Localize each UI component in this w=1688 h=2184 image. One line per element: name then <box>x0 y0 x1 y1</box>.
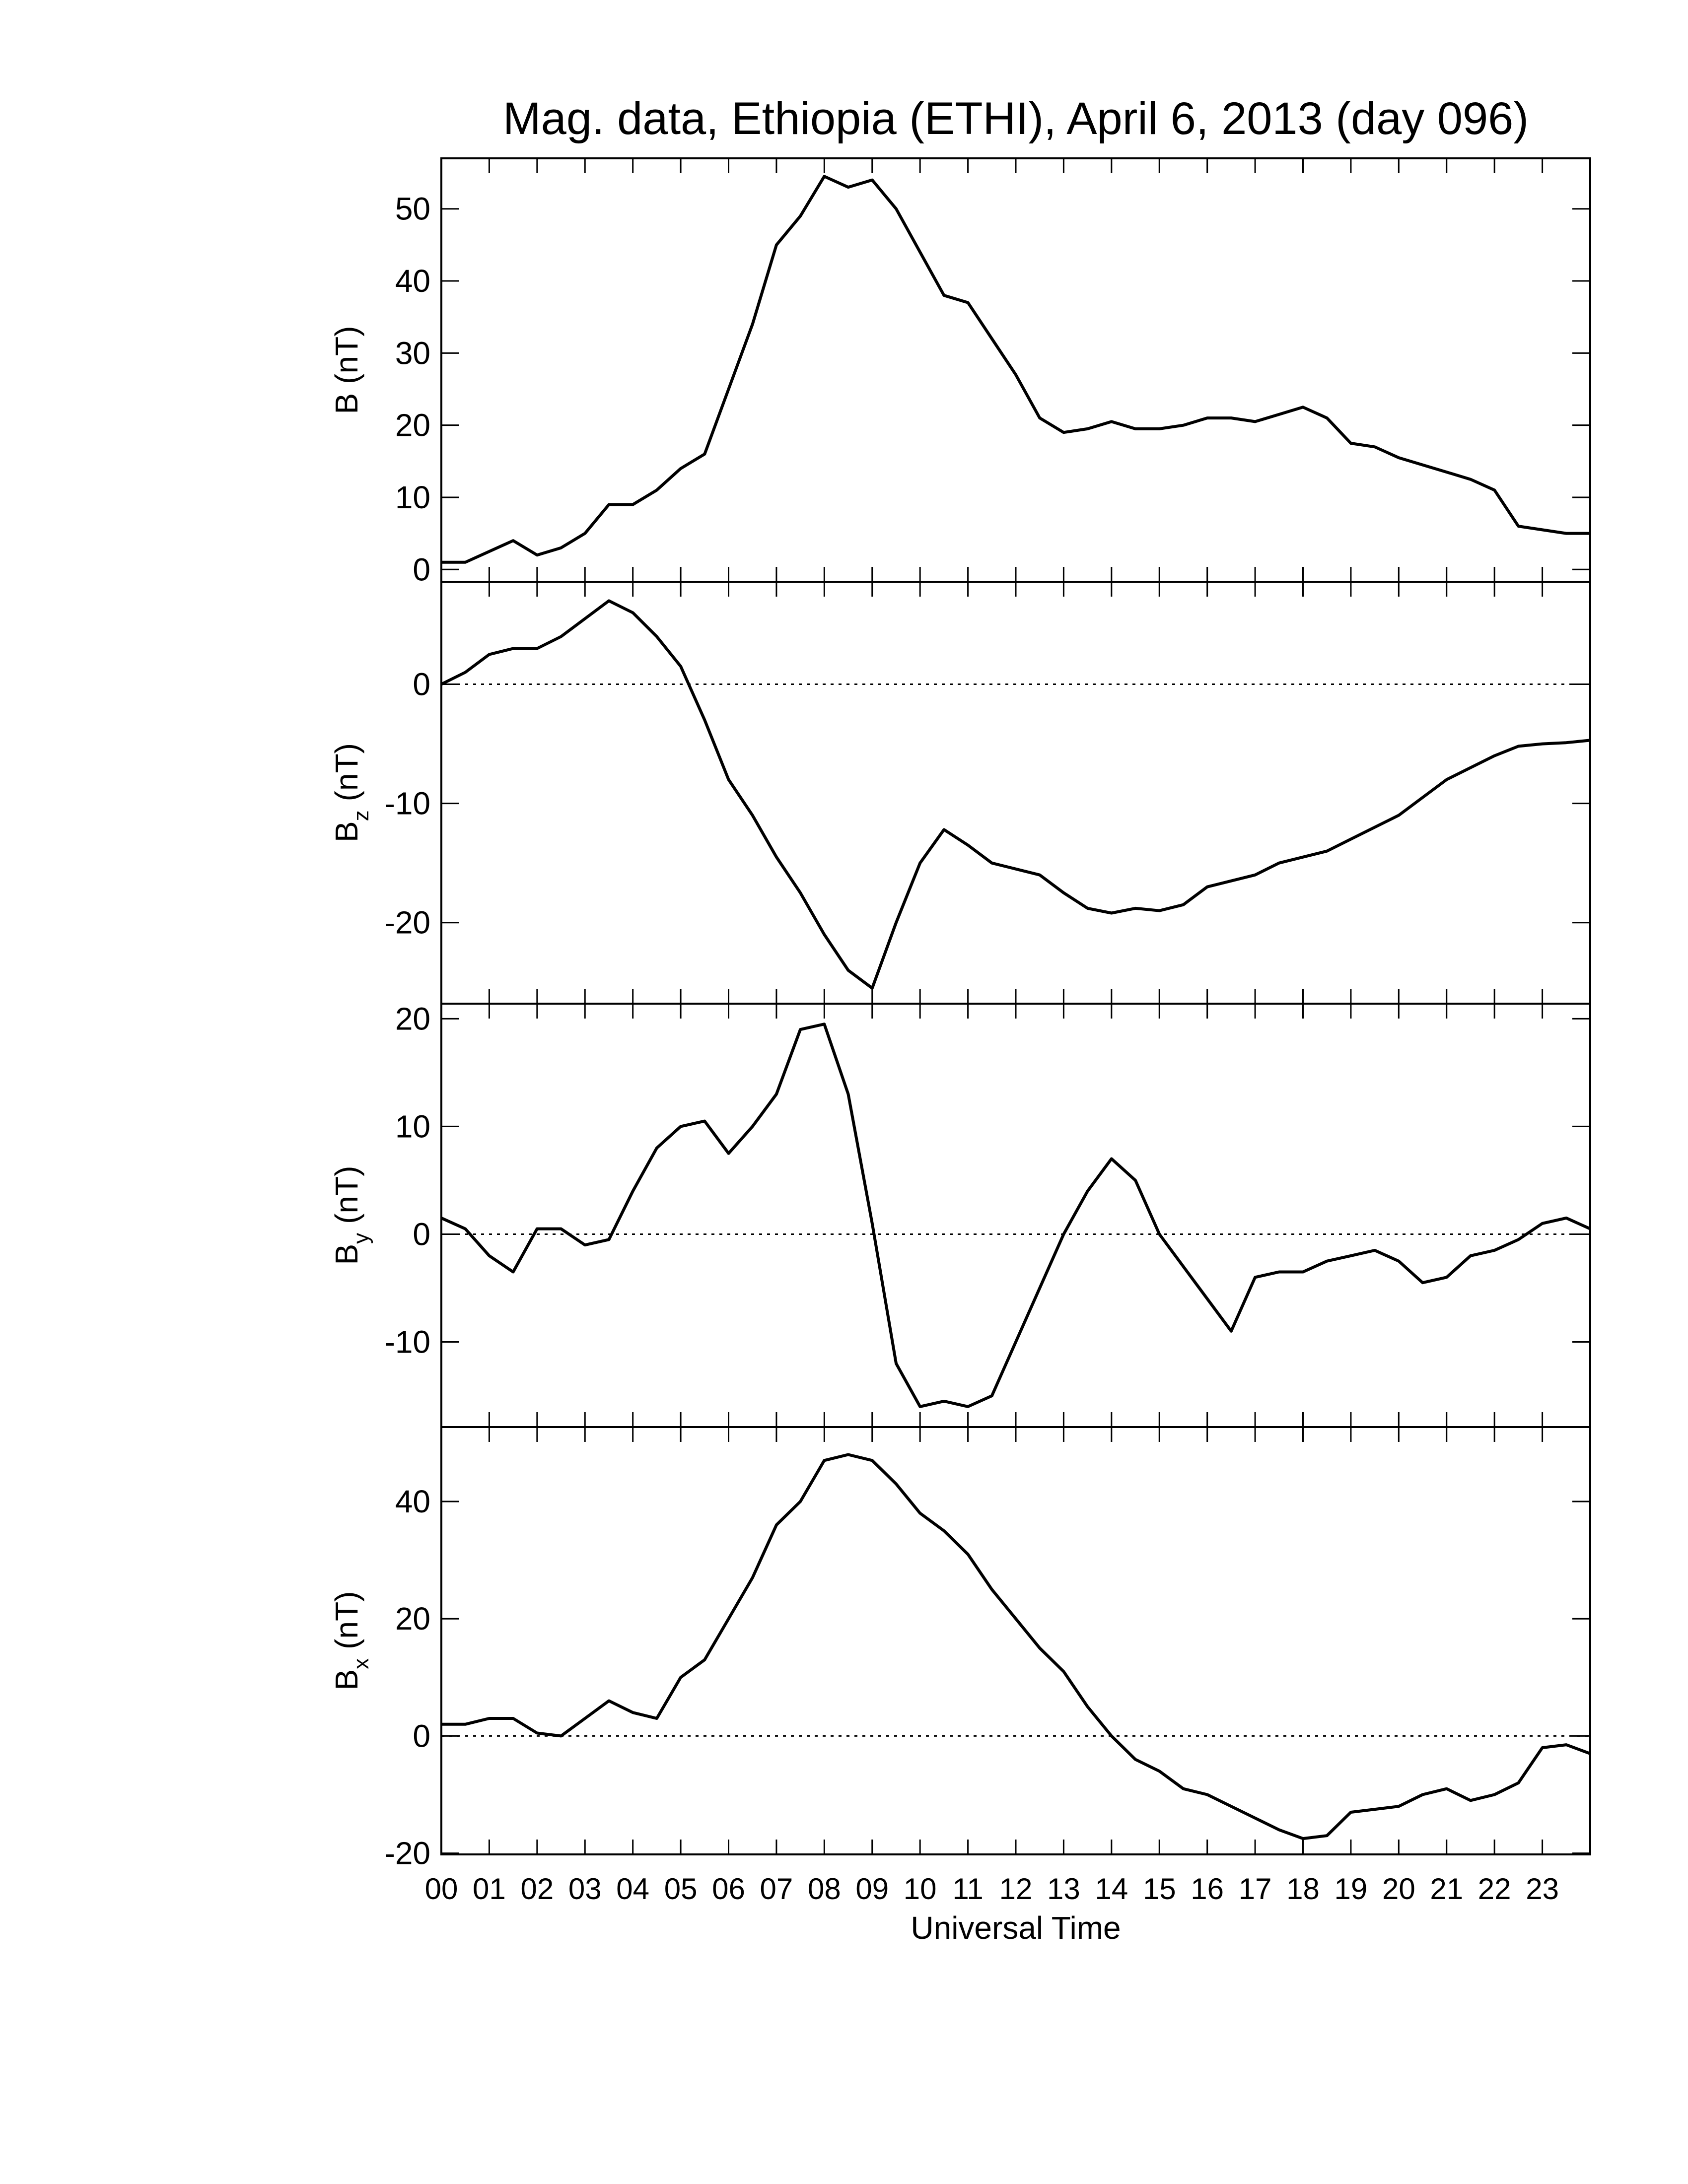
y-tick-label: 0 <box>413 551 430 587</box>
x-tick-label: 21 <box>1430 1872 1463 1906</box>
x-tick-label: 04 <box>616 1872 649 1906</box>
x-tick-label: 11 <box>952 1872 983 1906</box>
y-label-main: B <box>329 1669 364 1691</box>
y-axis-label: Bz (nT) <box>329 743 373 842</box>
y-tick-label: 0 <box>413 1718 430 1754</box>
y-tick-label: 0 <box>413 1216 430 1252</box>
x-tick-label: 19 <box>1335 1872 1368 1906</box>
y-label-unit: (nT) <box>329 743 364 801</box>
x-tick-label: 23 <box>1526 1872 1559 1906</box>
x-tick-label: 07 <box>760 1872 793 1906</box>
y-tick-label: 10 <box>395 1108 430 1144</box>
y-label-sub: y <box>349 1233 373 1244</box>
y-tick-label: 40 <box>395 263 430 299</box>
x-tick-label: 00 <box>425 1872 458 1906</box>
data-line <box>440 599 1591 990</box>
y-label-main: B <box>329 1244 364 1265</box>
y-tick-label: 20 <box>395 1001 430 1036</box>
data-line <box>441 175 1590 564</box>
y-tick-label: 40 <box>395 1484 430 1519</box>
x-tick-label: 13 <box>1047 1872 1080 1906</box>
x-tick-label: 02 <box>520 1872 554 1906</box>
y-tick-label: 20 <box>395 1601 430 1637</box>
x-tick-label: 18 <box>1286 1872 1320 1906</box>
data-line <box>441 1453 1591 1841</box>
y-tick-label: 10 <box>395 479 430 515</box>
x-tick-label: 01 <box>473 1872 506 1906</box>
y-tick-label: 30 <box>395 335 430 371</box>
x-axis-label: Universal Time <box>911 1910 1121 1946</box>
y-tick-label: -20 <box>385 905 431 941</box>
x-tick-label: 10 <box>904 1872 937 1906</box>
x-tick-label: 14 <box>1095 1872 1128 1906</box>
x-tick-label: 09 <box>855 1872 889 1906</box>
y-tick-label: -10 <box>385 786 431 821</box>
y-label-unit: (nT) <box>329 1591 364 1649</box>
y-tick-label: -10 <box>385 1324 431 1360</box>
y-tick-label: 20 <box>395 408 430 443</box>
y-axis-label: By (nT) <box>329 1166 373 1265</box>
x-tick-label: 05 <box>664 1872 698 1906</box>
y-label-unit: (nT) <box>329 1166 364 1224</box>
y-tick-label: 50 <box>395 191 430 227</box>
y-label-sub: z <box>349 810 373 821</box>
y-label-unit: (nT) <box>329 326 364 384</box>
x-tick-label: 06 <box>712 1872 745 1906</box>
x-tick-label: 22 <box>1478 1872 1511 1906</box>
y-label-main: B <box>329 393 364 414</box>
y-label-sub: x <box>349 1658 373 1669</box>
data-line <box>440 1023 1591 1408</box>
x-tick-label: 20 <box>1382 1872 1415 1906</box>
y-label-main: B <box>329 821 364 842</box>
y-tick-label: -20 <box>385 1836 431 1871</box>
y-tick-label: 0 <box>413 666 430 702</box>
x-tick-label: 15 <box>1143 1872 1176 1906</box>
x-tick-label: 03 <box>568 1872 602 1906</box>
x-tick-label: 16 <box>1191 1872 1224 1906</box>
x-tick-label: 12 <box>999 1872 1033 1906</box>
x-tick-label: 08 <box>808 1872 841 1906</box>
y-axis-label: Bx (nT) <box>329 1591 373 1691</box>
x-tick-label: 17 <box>1239 1872 1272 1906</box>
y-axis-label: B (nT) <box>329 326 364 414</box>
chart-title: Mag. data, Ethiopia (ETHI), April 6, 201… <box>503 93 1529 144</box>
